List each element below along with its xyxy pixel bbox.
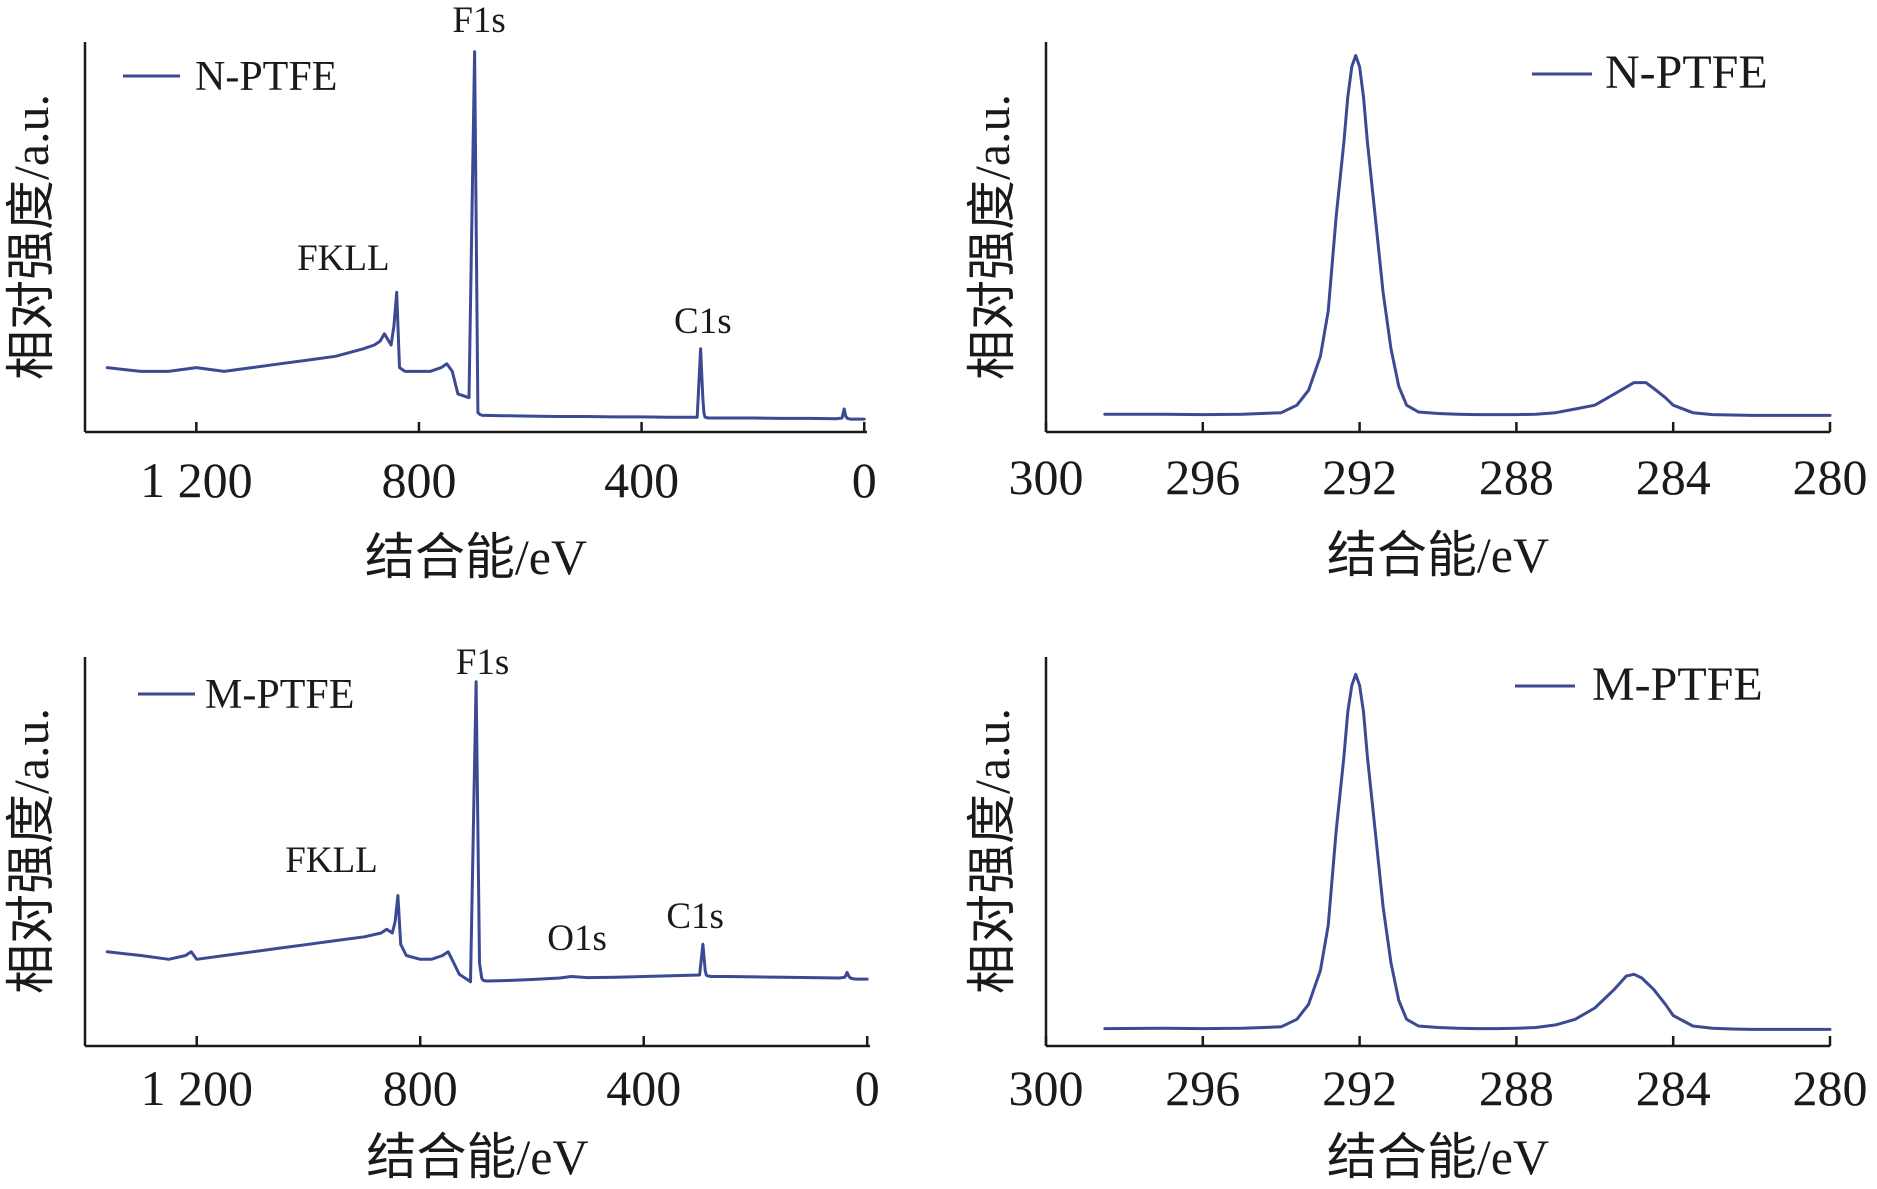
chart-panel-bottom-left: 1 200 800 400 0 结合能/eV 相对强度/a.u. M-PTFE F1s FKLL… bbox=[3, 642, 880, 1185]
x-tick-label: 400 bbox=[606, 1060, 681, 1116]
x-tick-label: 300 bbox=[1009, 449, 1084, 505]
peak-annotation: O1s bbox=[547, 918, 607, 959]
legend-label: M-PTFE bbox=[1592, 658, 1763, 711]
x-axis-label: 结合能/eV bbox=[366, 1129, 588, 1185]
x-tick-label: 288 bbox=[1479, 449, 1554, 505]
peak-annotation: FKLL bbox=[297, 238, 390, 279]
x-tick-label: 800 bbox=[383, 1060, 458, 1116]
x-tick-label: 400 bbox=[604, 452, 679, 508]
x-axis-label: 结合能/eV bbox=[1327, 1129, 1549, 1185]
x-tick-label: 284 bbox=[1636, 449, 1711, 505]
y-axis-label: 相对强度/a.u. bbox=[3, 708, 59, 994]
x-tick-label: 0 bbox=[852, 452, 877, 508]
x-tick-label: 296 bbox=[1165, 449, 1240, 505]
x-tick-label: 288 bbox=[1479, 1060, 1554, 1116]
y-axis-label: 相对强度/a.u. bbox=[964, 708, 1020, 994]
x-tick-label: 292 bbox=[1322, 449, 1397, 505]
x-tick-label: 1 200 bbox=[140, 452, 253, 508]
x-tick-label: 296 bbox=[1165, 1060, 1240, 1116]
peak-annotation: C1s bbox=[674, 301, 732, 342]
x-tick-label: 0 bbox=[855, 1060, 880, 1116]
y-axis-label: 相对强度/a.u. bbox=[964, 94, 1020, 380]
chart-panel-top-left: 1 200 800 400 0 结合能/eV 相对强度/a.u. N-PTFE F1s FKLL… bbox=[3, 0, 877, 585]
x-axis-label: 结合能/eV bbox=[365, 529, 587, 585]
series-line-n-ptfe bbox=[105, 50, 866, 421]
peak-annotation: C1s bbox=[666, 896, 724, 937]
x-tick-label: 280 bbox=[1793, 449, 1868, 505]
y-axis-label: 相对强度/a.u. bbox=[3, 94, 59, 380]
peak-annotation: F1s bbox=[456, 642, 509, 683]
legend-label: M-PTFE bbox=[205, 672, 354, 718]
x-tick-label: 800 bbox=[381, 452, 456, 508]
x-tick-label: 1 200 bbox=[140, 1060, 253, 1116]
legend-label: N-PTFE bbox=[1605, 46, 1768, 99]
peak-annotation: F1s bbox=[452, 0, 505, 41]
x-tick-label: 300 bbox=[1009, 1060, 1084, 1116]
chart-panel-bottom-right: 300 296 292 288 284 280 结合能/eV 相对强度/a.u. M-PTFE bbox=[964, 657, 1868, 1185]
x-tick-label: 284 bbox=[1636, 1060, 1711, 1116]
x-axis-label: 结合能/eV bbox=[1327, 527, 1549, 583]
x-tick-label: 292 bbox=[1322, 1060, 1397, 1116]
series-line-n-ptfe bbox=[1103, 54, 1832, 417]
x-tick-label: 280 bbox=[1793, 1060, 1868, 1116]
peak-annotation: FKLL bbox=[285, 840, 378, 881]
series-line-m-ptfe bbox=[1103, 672, 1832, 1031]
series-line-m-ptfe bbox=[105, 680, 869, 984]
chart-panel-top-right: 300 296 292 288 284 280 结合能/eV 相对强度/a.u. N-PTFE bbox=[964, 42, 1868, 583]
legend-label: N-PTFE bbox=[195, 54, 337, 100]
